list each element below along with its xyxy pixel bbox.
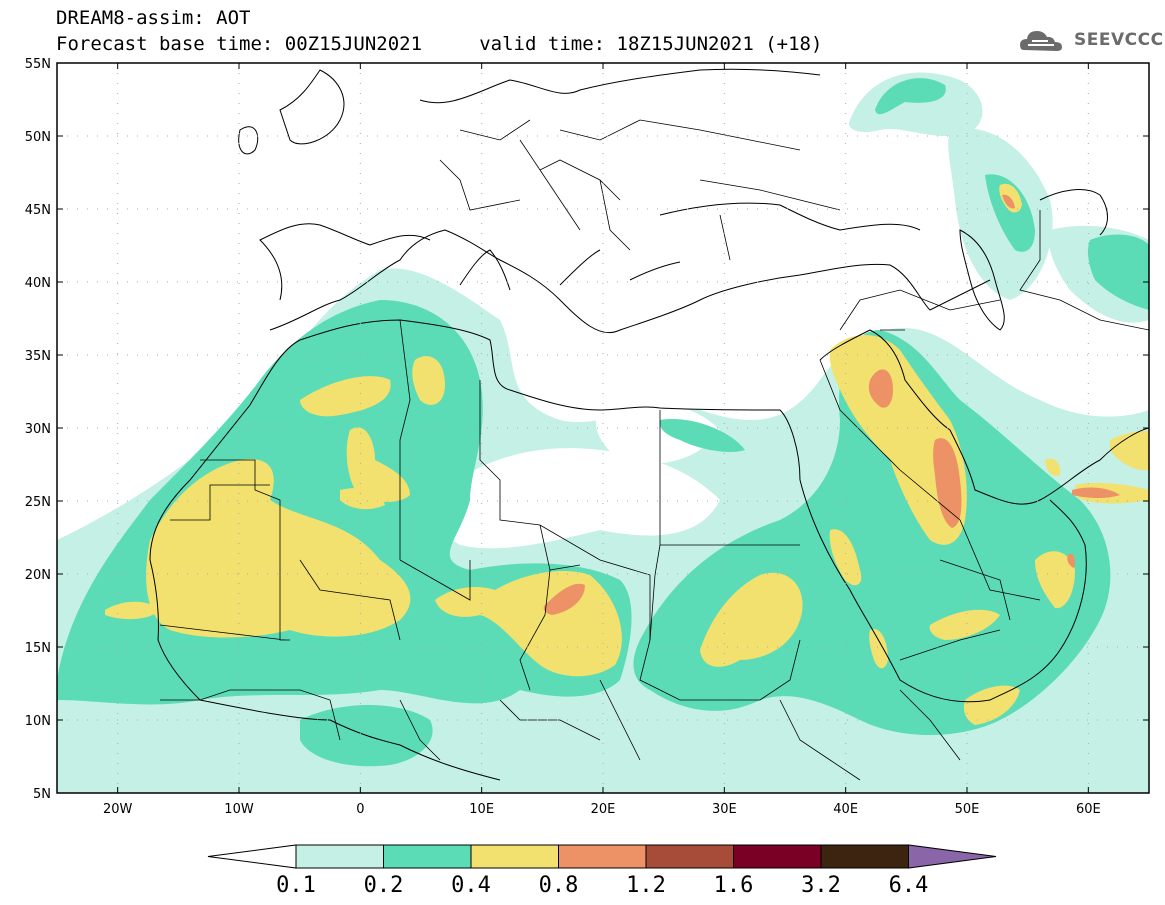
colorbar: 0.1 0.2 0.4 0.8 1.2 1.6 3.2 6.4 bbox=[207, 844, 997, 898]
lon-tick-label: 10W bbox=[224, 802, 254, 817]
colorbar-swatch bbox=[383, 844, 472, 869]
lat-tick-label: 20N bbox=[25, 568, 51, 583]
aot-field bbox=[57, 72, 1149, 793]
lon-tick-label: 30E bbox=[712, 802, 737, 817]
colorbar-level-label: 0.4 bbox=[451, 873, 491, 898]
lat-tick-label: 25N bbox=[25, 495, 51, 510]
forecast-times: Forecast base time: 00Z15JUN2021 valid t… bbox=[56, 33, 823, 55]
logo-text: SEEVCCC bbox=[1074, 30, 1164, 50]
colorbar-level-label: 0.8 bbox=[539, 873, 579, 898]
coastlines bbox=[149, 68, 1149, 781]
lat-tick-label: 45N bbox=[25, 203, 51, 218]
lon-tick-label: 20W bbox=[103, 802, 133, 817]
colorbar-under-triangle bbox=[207, 844, 297, 869]
lon-tick-label: 10E bbox=[469, 802, 494, 817]
colorbar-swatch bbox=[558, 844, 647, 869]
cloud-icon bbox=[1020, 31, 1062, 51]
lat-tick-label: 5N bbox=[33, 787, 51, 802]
axis-ticks: 55N 50N 45N 40N 35N 30N 25N 20N 15N 10N 5N 20W 10W 0 1… bbox=[25, 57, 1149, 817]
map-title: DREAM8-assim: AOT bbox=[56, 7, 251, 29]
colorbar-swatch bbox=[470, 844, 559, 869]
lat-tick-label: 30N bbox=[25, 422, 51, 437]
colorbar-level-label: 6.4 bbox=[889, 873, 929, 898]
colorbar-level-label: 1.6 bbox=[714, 873, 754, 898]
colorbar-level-label: 0.1 bbox=[276, 873, 316, 898]
lat-tick-label: 50N bbox=[25, 130, 51, 145]
colorbar-level-label: 1.2 bbox=[626, 873, 666, 898]
colorbar-level-label: 3.2 bbox=[801, 873, 841, 898]
lat-tick-label: 55N bbox=[25, 57, 51, 72]
lat-tick-label: 15N bbox=[25, 641, 51, 656]
country-borders bbox=[159, 119, 1149, 781]
lon-tick-label: 50E bbox=[955, 802, 980, 817]
colorbar-swatch bbox=[295, 844, 384, 869]
colorbar-over-triangle bbox=[908, 844, 997, 869]
lat-tick-label: 10N bbox=[25, 714, 51, 729]
lon-tick-label: 0 bbox=[356, 802, 364, 817]
colorbar-level-label: 0.2 bbox=[364, 873, 404, 898]
lon-tick-label: 20E bbox=[591, 802, 616, 817]
lon-tick-label: 40E bbox=[833, 802, 858, 817]
graticule bbox=[57, 63, 1149, 793]
colorbar-swatch bbox=[645, 844, 734, 869]
colorbar-swatch bbox=[820, 844, 909, 869]
lon-tick-label: 60E bbox=[1076, 802, 1101, 817]
colorbar-swatch bbox=[733, 844, 822, 869]
lat-tick-label: 35N bbox=[25, 349, 51, 364]
lat-tick-label: 40N bbox=[25, 276, 51, 291]
